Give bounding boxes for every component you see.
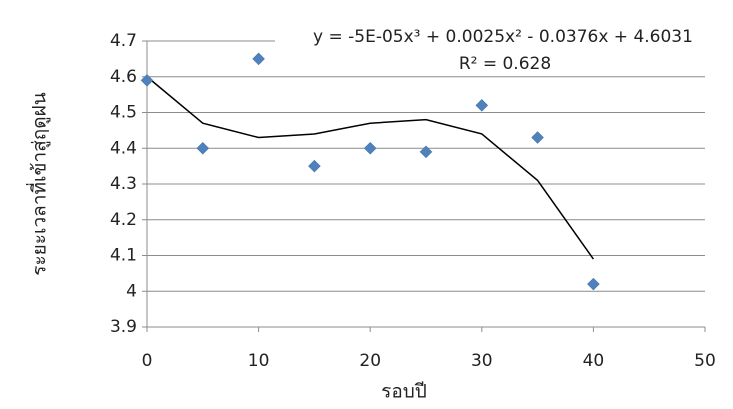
- equation-bg: [275, 24, 731, 48]
- y-tick-label: 4.7: [110, 31, 137, 51]
- r-squared: R² = 0.628: [459, 54, 551, 74]
- trendline: [146, 76, 595, 260]
- point: [140, 73, 154, 87]
- x-tick-label: 10: [248, 351, 270, 371]
- y-tick-label: 4: [126, 281, 137, 301]
- point: [196, 141, 210, 155]
- y-tick-label: 4.1: [110, 246, 137, 266]
- point: [419, 145, 433, 159]
- trendline-equation: y = -5E-05x³ + 0.0025x² - 0.0376x + 4.60…: [313, 27, 693, 47]
- x-tick-label: 40: [583, 351, 605, 371]
- x-axis-label: รอบปี: [381, 381, 427, 403]
- point: [252, 52, 265, 66]
- point: [308, 159, 321, 173]
- y-tick-label: 3.9: [110, 317, 137, 337]
- x-tick-label: 50: [694, 351, 716, 371]
- y-tick-label: 4.3: [110, 174, 137, 194]
- y-axis-label: ระยะเวลาที่เข้าสู่ฤดูฝน: [26, 92, 51, 275]
- x-tick-label: 30: [471, 351, 493, 371]
- r-squared-bg: [448, 52, 564, 76]
- y-tick-label: 4.4: [110, 138, 137, 158]
- point: [531, 131, 544, 144]
- x-tick-label: 0: [142, 351, 153, 371]
- point: [475, 98, 489, 112]
- y-tick-label: 4.5: [110, 103, 137, 123]
- y-tick-label: 4.6: [110, 67, 137, 87]
- point: [363, 141, 377, 155]
- y-tick-label: 4.2: [110, 210, 137, 230]
- x-tick-label: 20: [359, 351, 381, 371]
- point: [587, 277, 600, 291]
